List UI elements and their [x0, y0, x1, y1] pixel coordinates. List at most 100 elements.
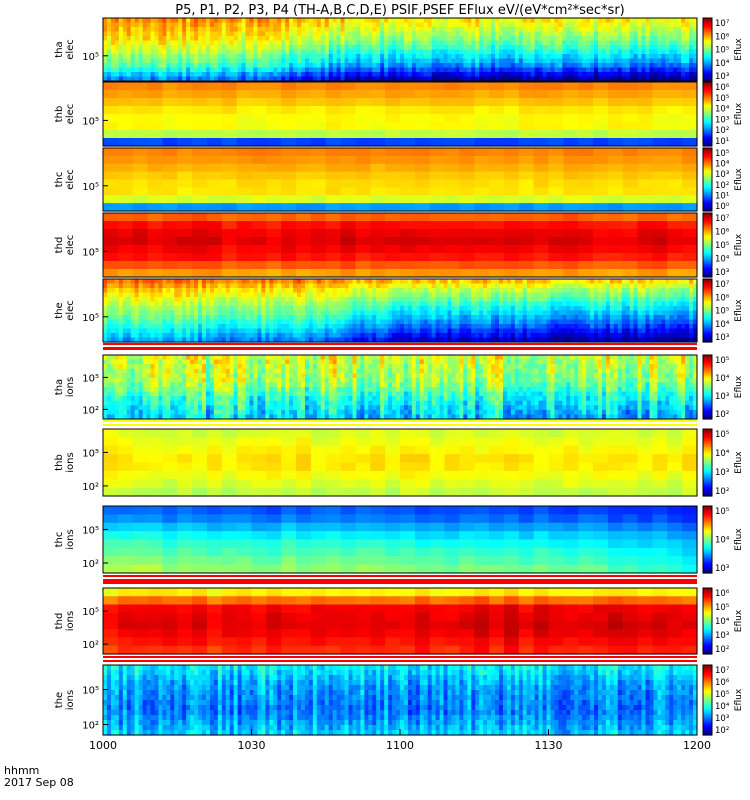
colorbar-label: Eflux [734, 233, 744, 256]
colorbar-tick-label: 10³ [715, 333, 729, 343]
colorbar-tick-label: 10⁴ [715, 702, 730, 712]
panel-the_ions: theions 10⁵ 10² 10⁷ 10⁶ 10⁵ 10⁴ 10³ 10² Eflux [54, 664, 744, 736]
panel-label-line: elec [65, 235, 76, 256]
panel-tha_ions: thaions 10⁵ 10² 10⁵ 10⁴ 10³ 10² Eflux [54, 354, 744, 420]
colorbar-tick-label: 10⁵ [715, 149, 729, 159]
panel-frame [102, 587, 698, 655]
spectrogram-tha_ions [103, 355, 698, 420]
colorbar-tick-label: 10⁴ [715, 160, 730, 170]
colorbar-tick-label: 10² [715, 126, 729, 136]
colorbar-the_ions: 10⁷ 10⁶ 10⁵ 10⁴ 10³ 10² Eflux [702, 664, 744, 736]
panel-frame [102, 81, 698, 147]
colorbar-tick-label: 10⁴ [715, 374, 730, 384]
panel-frame [102, 354, 698, 420]
colorbar-tick-label: 10³ [715, 170, 729, 180]
panel-label: thbions [54, 452, 76, 472]
spectrogram-thc_ions [103, 506, 698, 574]
flag-bar-gap [103, 422, 697, 424]
flag-bar-gap [103, 345, 697, 347]
colorbar-tick-label: 10⁵ [715, 241, 729, 251]
colorbar-thd_ions: 10⁶ 10⁵ 10⁴ 10³ 10² Eflux [702, 587, 744, 655]
y-tick-label: 10² [82, 721, 99, 732]
panel-label: thaelec [54, 39, 76, 60]
colorbar-thd_elec: 10⁷ 10⁶ 10⁵ 10⁴ 10³ Eflux [702, 212, 744, 278]
colorbar-frame [702, 278, 713, 343]
panel-label: thdions [54, 611, 76, 631]
spectrogram-thb_ions [103, 429, 698, 497]
flag-bar-gap [103, 577, 697, 579]
colorbar-tick-label: 10² [715, 726, 729, 736]
colorbar-tick-label: 10⁴ [715, 105, 730, 115]
colorbar-thc_ions: 10⁵ 10⁴ 10³ Eflux [702, 505, 744, 574]
colorbar-frame [702, 664, 713, 736]
colorbar-tha_ions: 10⁵ 10⁴ 10³ 10² Eflux [702, 354, 744, 420]
spectrogram-the_elec [103, 279, 698, 343]
panel-label-line: ions [65, 611, 76, 631]
colorbar-tick-label: 10⁵ [715, 603, 729, 613]
colorbar-tick-label: 10³ [715, 72, 729, 82]
panel-frame [102, 212, 698, 278]
colorbar-tick-label: 10⁴ [715, 449, 730, 459]
y-tick-label: 10⁵ [82, 373, 99, 384]
colorbar-tick-label: 10⁵ [715, 46, 729, 56]
y-tick-label: 10² [82, 640, 99, 651]
time-axis: 1000 1030 1100 1130 1200 [89, 729, 711, 752]
panel-label: thcelec [54, 169, 76, 190]
colorbar-label: Eflux [734, 688, 744, 711]
colorbar-tick-label: 10⁷ [715, 280, 730, 290]
panel-label-line: thb [54, 106, 65, 123]
colorbar-tick-label: 10³ [715, 115, 729, 125]
y-tick-label: 10⁵ [82, 247, 99, 258]
colorbar-tick-label: 10³ [715, 268, 729, 278]
colorbar-label: Eflux [734, 451, 744, 474]
flag-bar [103, 575, 697, 584]
colorbar-tick-label: 10⁷ [715, 666, 730, 676]
flag-bars [103, 343, 697, 662]
colorbar-tick-label: 10⁵ [715, 690, 729, 700]
colorbar-frame [702, 587, 713, 655]
colorbar-tick-label: 10⁶ [715, 293, 730, 303]
colorbar-tick-label: 10³ [715, 468, 729, 478]
colorbar-tick-label: 10⁰ [715, 202, 730, 212]
panel-thd_elec: thdelec 10⁵ 10⁷ 10⁶ 10⁵ 10⁴ 10³ Eflux [54, 212, 744, 278]
panel-frame [102, 278, 698, 343]
colorbar-tick-label: 10⁴ [715, 59, 730, 69]
panel-label-line: elec [65, 169, 76, 190]
colorbar-frame [702, 212, 713, 278]
panel-label-line: ions [65, 690, 76, 710]
y-tick-label: 10⁵ [82, 52, 99, 63]
y-tick-label: 10⁵ [82, 116, 99, 127]
colorbar-tick-label: 10⁶ [715, 589, 730, 599]
colorbar-tick-label: 10⁴ [715, 536, 730, 546]
panel-tha_elec: thaelec 10⁵ 10⁷ 10⁶ 10⁵ 10⁴ 10³ Eflux [54, 17, 744, 82]
panel-frame [102, 147, 698, 212]
colorbar-tick-label: 10³ [715, 714, 729, 724]
panel-label: thaions [54, 377, 76, 397]
colorbar-tick-label: 10³ [715, 564, 729, 574]
colorbar-tha_elec: 10⁷ 10⁶ 10⁵ 10⁴ 10³ Eflux [702, 17, 744, 82]
panel-label: thbelec [54, 104, 76, 125]
spectrogram-tha_elec [103, 18, 698, 82]
panel-label-line: thc [54, 172, 65, 188]
colorbar-tick-label: 10² [715, 410, 729, 420]
colorbar-tick-label: 10² [715, 181, 729, 191]
panel-label-line: ions [65, 377, 76, 397]
panel-thb_ions: thbions 10⁵ 10² 10⁵ 10⁴ 10³ 10² Eflux [54, 428, 744, 497]
spectrogram-thd_ions [103, 588, 698, 655]
colorbar-tick-label: 10⁴ [715, 617, 730, 627]
spectrogram-the_ions [103, 665, 698, 736]
colorbar-frame [702, 428, 713, 497]
colorbar-tick-label: 10⁶ [715, 678, 730, 688]
colorbar-label: Eflux [734, 299, 744, 322]
date-label: 2017 Sep 08 [4, 776, 74, 789]
colorbar-tick-label: 10¹ [715, 191, 729, 201]
spectrogram-thd_elec [103, 213, 698, 278]
panel-label-line: the [54, 302, 65, 318]
spectrogram-thc_elec [103, 148, 698, 212]
time-format-label: hhmm [4, 764, 39, 777]
panel-label-line: thb [54, 454, 65, 471]
